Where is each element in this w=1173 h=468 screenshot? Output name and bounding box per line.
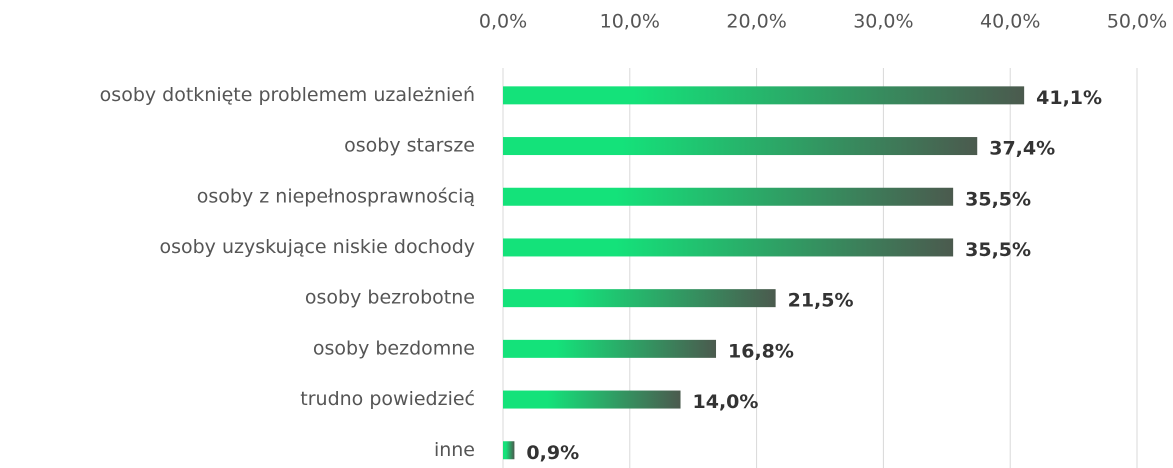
- bar: [503, 339, 717, 358]
- bar: [503, 238, 954, 257]
- x-tick-label: 20,0%: [726, 11, 786, 33]
- bar: [503, 86, 1025, 105]
- category-label: osoby bezrobotne: [305, 287, 475, 309]
- value-label: 35,5%: [965, 188, 1031, 210]
- category-label: inne: [434, 439, 475, 461]
- value-label: 41,1%: [1036, 87, 1102, 109]
- category-label: osoby dotknięte problemem uzależnień: [100, 84, 475, 106]
- bar: [503, 441, 515, 460]
- bar: [503, 289, 776, 308]
- x-tick-label: 0,0%: [479, 11, 527, 33]
- x-tick-label: 30,0%: [853, 11, 913, 33]
- category-label: osoby uzyskujące niskie dochody: [159, 236, 475, 258]
- x-tick-label: 10,0%: [600, 11, 660, 33]
- category-label: osoby bezdomne: [313, 337, 475, 359]
- value-label: 16,8%: [728, 340, 794, 362]
- value-label: 35,5%: [965, 239, 1031, 261]
- value-label: 21,5%: [788, 290, 854, 312]
- category-label: trudno powiedzieć: [300, 388, 475, 410]
- x-tick-label: 50,0%: [1107, 11, 1167, 33]
- category-label: osoby z niepełnosprawnością: [197, 185, 475, 207]
- bar: [503, 137, 978, 156]
- category-label: osoby starsze: [344, 135, 475, 157]
- bar: [503, 390, 681, 409]
- bar: [503, 187, 954, 206]
- value-label: 0,9%: [526, 442, 579, 464]
- value-label: 14,0%: [693, 391, 759, 413]
- x-tick-label: 40,0%: [980, 11, 1040, 33]
- value-label: 37,4%: [989, 138, 1055, 160]
